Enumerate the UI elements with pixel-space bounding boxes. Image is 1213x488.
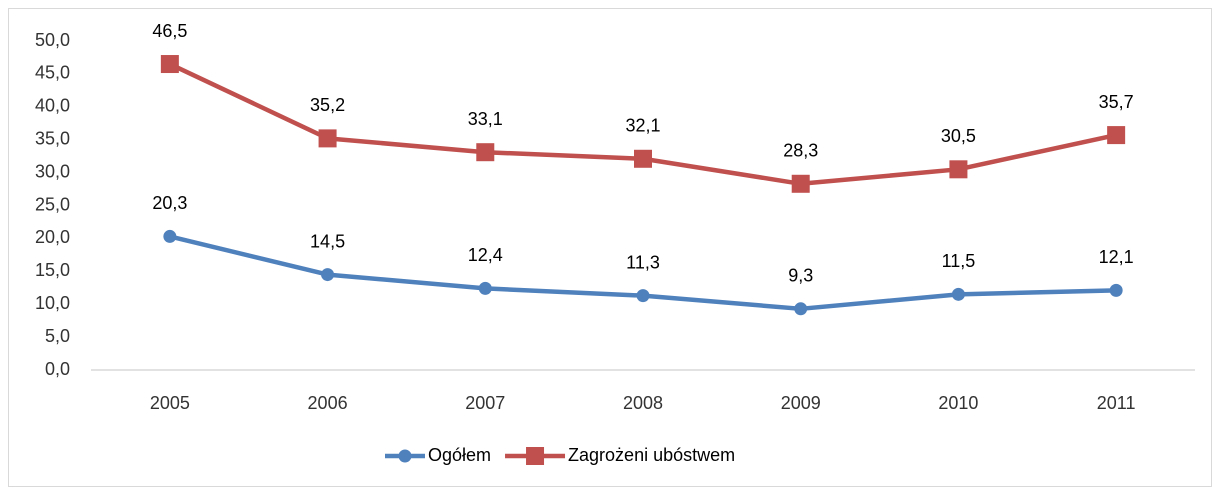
data-label: 46,5 <box>152 21 187 41</box>
data-label: 11,5 <box>942 251 976 271</box>
legend-label: Ogółem <box>428 445 491 465</box>
data-label: 32,1 <box>625 116 660 136</box>
y-tick-label: 10,0 <box>35 293 70 313</box>
data-label: 12,1 <box>1099 247 1134 267</box>
data-point <box>636 289 650 303</box>
x-tick-label: 2006 <box>308 393 348 413</box>
data-point <box>1109 283 1123 297</box>
y-tick-label: 15,0 <box>35 260 70 280</box>
x-tick-label: 2009 <box>781 393 821 413</box>
chart-frame <box>8 8 1212 487</box>
data-point <box>1107 126 1126 145</box>
data-label: 12,4 <box>468 245 503 265</box>
legend-marker <box>398 449 412 463</box>
data-point <box>951 287 965 301</box>
data-point <box>476 143 495 162</box>
data-label: 28,3 <box>783 141 818 161</box>
data-point <box>634 149 652 168</box>
legend-marker <box>526 447 545 465</box>
data-point <box>163 229 177 243</box>
y-tick-label: 35,0 <box>35 128 70 148</box>
x-tick-label: 2008 <box>623 393 663 413</box>
y-tick-label: 20,0 <box>35 227 70 247</box>
data-label: 14,5 <box>310 231 345 251</box>
data-label: 11,3 <box>626 252 660 272</box>
data-label: 35,7 <box>1099 92 1134 112</box>
y-tick-label: 5,0 <box>45 326 70 346</box>
y-tick-label: 0,0 <box>45 359 70 379</box>
data-label: 33,1 <box>468 109 503 129</box>
y-tick-label: 25,0 <box>35 194 70 214</box>
data-point <box>160 55 179 74</box>
data-point <box>318 129 337 148</box>
x-tick-label: 2011 <box>1097 393 1136 413</box>
data-label: 35,2 <box>310 95 345 115</box>
data-point <box>791 174 810 193</box>
y-tick-label: 50,0 <box>35 30 70 50</box>
y-tick-label: 30,0 <box>35 161 70 181</box>
data-label: 20,3 <box>152 193 187 213</box>
legend-label: Zagrożeni ubóstwem <box>568 445 735 465</box>
data-point <box>949 160 968 179</box>
x-tick-label: 2010 <box>938 393 978 413</box>
data-point <box>794 302 808 316</box>
x-tick-label: 2005 <box>150 393 190 413</box>
data-point <box>478 281 492 295</box>
data-label: 9,3 <box>788 266 813 286</box>
data-point <box>321 268 335 282</box>
y-tick-label: 45,0 <box>35 63 70 83</box>
data-label: 30,5 <box>941 126 976 146</box>
x-tick-label: 2007 <box>465 393 505 413</box>
y-tick-label: 40,0 <box>35 96 70 116</box>
